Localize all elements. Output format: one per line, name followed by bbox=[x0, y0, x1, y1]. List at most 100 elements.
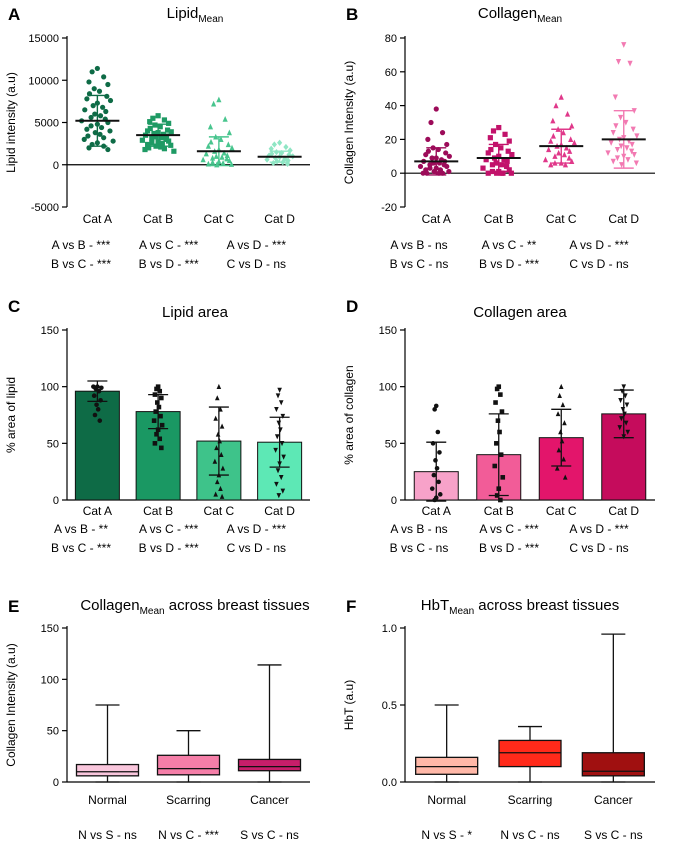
panel-f-panel-letter: F bbox=[346, 597, 356, 616]
panel-d-ylabel: % area of collagen bbox=[342, 365, 356, 464]
panel-b-data-point bbox=[428, 119, 434, 126]
panel-a-data-point bbox=[228, 161, 235, 167]
panel-a-data-point bbox=[92, 111, 98, 117]
panel-c-xtick-label: Cat B bbox=[143, 504, 173, 518]
panel-f-ytick-label: 1.0 bbox=[382, 623, 397, 635]
panel-c-data-point bbox=[273, 447, 278, 453]
panel-a-comparison-label: A vs B - *** bbox=[52, 238, 111, 252]
panel-b-data-point bbox=[621, 42, 627, 48]
panel-b-data-point bbox=[556, 149, 562, 156]
panel-b-xtick-label: Cat C bbox=[546, 212, 577, 226]
panel-a-data-point bbox=[219, 154, 225, 160]
panel-c-comparison-label: B vs C - *** bbox=[51, 541, 111, 555]
panel-d-data-point bbox=[499, 409, 505, 414]
panel-c-ytick-label: 0 bbox=[53, 495, 59, 507]
panel-d-data-point bbox=[557, 392, 562, 399]
panel-c-xtick-label: Cat C bbox=[204, 504, 235, 518]
panel-f-comparison-label: S vs C - ns bbox=[584, 828, 643, 842]
panel-c-data-point bbox=[214, 395, 220, 401]
panel-f-xtick-label: Cancer bbox=[594, 793, 633, 807]
panel-b-data-point bbox=[627, 60, 633, 67]
panel-d-data-point bbox=[429, 486, 435, 491]
panel-a-data-point bbox=[164, 127, 171, 133]
panel-d-xtick-label: Cat A bbox=[422, 504, 451, 518]
panel-b-data-point bbox=[427, 165, 433, 171]
panel-a-data-point bbox=[101, 74, 107, 80]
panel-a-data-point bbox=[277, 139, 283, 146]
panel-e-xtick-label: Cancer bbox=[250, 793, 289, 807]
panel-c-data-point bbox=[215, 431, 221, 437]
panel-f-ylabel: HbT (a.u) bbox=[342, 680, 356, 730]
panel-b-data-point bbox=[502, 131, 508, 137]
panel-a-ytick-label: 15000 bbox=[28, 33, 59, 45]
panel-a-data-point bbox=[218, 136, 224, 142]
panel-c-data-point bbox=[275, 393, 281, 399]
panel-c-data-point bbox=[220, 465, 226, 471]
panel-a-comparison-label: A vs D - *** bbox=[227, 238, 287, 252]
panel-a-data-point bbox=[205, 143, 211, 149]
panel-b-data-point bbox=[630, 126, 636, 133]
panel-f-box bbox=[415, 756, 479, 775]
panel-a-title: LipidMean bbox=[167, 5, 224, 25]
panel-b-data-point bbox=[569, 122, 575, 129]
panel-a-data-point bbox=[157, 124, 163, 130]
panel-b-data-point bbox=[608, 140, 614, 146]
panel-d-data-point bbox=[495, 418, 501, 423]
panel-c-data-point bbox=[95, 407, 101, 412]
panel-a-data-point bbox=[147, 119, 153, 125]
panel-d-data-point bbox=[494, 441, 499, 446]
panel-a-data-point bbox=[224, 152, 230, 159]
panel-d-data-point bbox=[494, 386, 500, 392]
panel-b-comparison-label: C vs D - ns bbox=[569, 257, 628, 271]
panel-e-box bbox=[75, 763, 140, 777]
panel-b-data-point bbox=[613, 123, 619, 129]
panel-b-data-point bbox=[562, 161, 569, 168]
panel-c-comparison-label: B vs D - *** bbox=[139, 541, 199, 555]
panel-c-data-point bbox=[219, 493, 225, 499]
panel-d-comparison-label: A vs B - ns bbox=[390, 522, 447, 536]
panel-c-data-point bbox=[218, 451, 224, 457]
panel-a-data-point bbox=[208, 138, 214, 145]
panel-a-data-point bbox=[94, 65, 100, 72]
panel-e-ylabel: Collagen Intensity (a.u) bbox=[4, 643, 18, 766]
panel-a-data-point bbox=[166, 138, 172, 144]
panel-f-ytick-label: 0.5 bbox=[382, 700, 397, 712]
panel-c-comparison-label: A vs B - ** bbox=[54, 522, 108, 536]
panel-d-xtick-label: Cat C bbox=[546, 504, 577, 518]
panel-a-data-point bbox=[279, 149, 285, 157]
panel-a-data-point bbox=[101, 135, 107, 141]
panel-d-data-point bbox=[492, 463, 498, 469]
panel-a-xtick-label: Cat A bbox=[83, 212, 112, 226]
panel-b-data-point bbox=[550, 132, 556, 139]
panel-b-xtick-label: Cat B bbox=[484, 212, 514, 226]
panel-d-xtick-label: Cat D bbox=[608, 504, 639, 518]
panel-c-data-point bbox=[91, 393, 97, 399]
panel-a-data-point bbox=[158, 144, 164, 150]
panel-e-ytick-label: 50 bbox=[47, 726, 59, 738]
panel-b-ytick-label: 40 bbox=[385, 101, 397, 113]
panel-a-data-point bbox=[220, 159, 226, 166]
panel-d-title: Collagen area bbox=[473, 304, 567, 321]
panel-a-data-point bbox=[149, 140, 155, 146]
panel-a-data-point bbox=[158, 135, 164, 141]
panel-a-data-point bbox=[149, 135, 155, 142]
panel-a-data-point bbox=[139, 137, 145, 143]
panel-d-xtick-label: Cat B bbox=[484, 504, 514, 518]
panel-d-panel-letter: D bbox=[346, 297, 358, 316]
panel-d-data-point bbox=[562, 420, 567, 426]
panel-b-data-point bbox=[567, 148, 573, 154]
panel-d-data-point bbox=[497, 429, 502, 435]
panel-a-data-point bbox=[97, 113, 104, 119]
panel-c-data-point bbox=[213, 415, 218, 421]
panel-c-data-point bbox=[216, 383, 222, 389]
panel-b-data-point bbox=[552, 153, 558, 159]
panel-c-data-point bbox=[214, 479, 220, 485]
panel-a-data-point bbox=[163, 136, 169, 142]
panel-d: Collagen area D 0 50 100 150 % area of collage… bbox=[342, 297, 655, 555]
panel-b-ylabel: Collagen Intensity (a.u) bbox=[342, 61, 356, 184]
panel-a-data-point bbox=[92, 130, 98, 136]
panel-d-comparison-label: A vs C - *** bbox=[479, 522, 539, 536]
panel-c-data-point bbox=[280, 488, 286, 494]
panel-c-comparison-label: A vs D - *** bbox=[227, 522, 287, 536]
panel-c-xtick-label: Cat D bbox=[264, 504, 295, 518]
